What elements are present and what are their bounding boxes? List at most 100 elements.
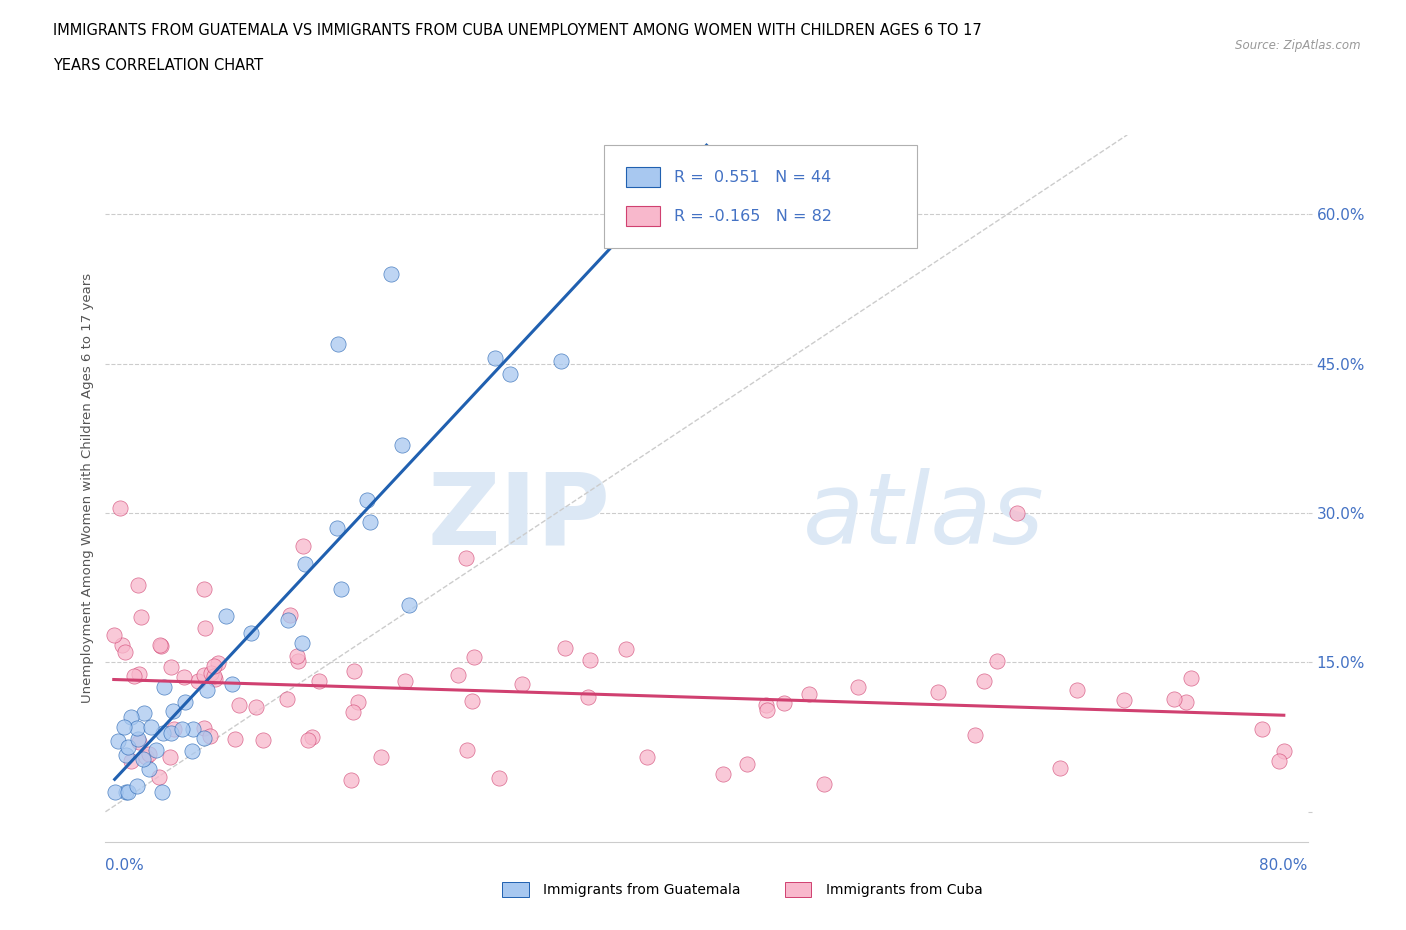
Point (963, 727, 986, 742)
Point (132, 751, 155, 766)
Point (152, 680, 174, 695)
Point (128, 667, 150, 682)
Point (104, 784, 127, 799)
Point (339, 773, 361, 788)
Point (204, 671, 226, 686)
Point (285, 648, 308, 663)
Point (755, 703, 778, 718)
Point (488, 771, 510, 786)
Point (115, 784, 138, 799)
Point (394, 673, 416, 688)
Point (127, 778, 149, 793)
Point (159, 750, 181, 764)
Point (1163, 691, 1185, 706)
Point (278, 607, 301, 622)
Text: atlas: atlas (803, 468, 1045, 565)
Point (986, 653, 1008, 668)
Text: ZIP: ZIP (427, 468, 610, 565)
Point (173, 695, 195, 710)
Point (135, 750, 157, 764)
Point (579, 652, 602, 667)
Point (1066, 683, 1088, 698)
Point (120, 753, 142, 768)
Point (326, 521, 349, 536)
Point (117, 784, 139, 799)
Point (111, 638, 134, 653)
Point (245, 699, 267, 714)
Text: YEARS CORRELATION CHART: YEARS CORRELATION CHART (53, 58, 263, 73)
Point (148, 770, 170, 785)
Point (370, 750, 392, 764)
Point (181, 722, 204, 737)
Point (193, 668, 215, 683)
Point (149, 637, 172, 652)
Point (1049, 760, 1071, 775)
Point (150, 639, 173, 654)
Point (122, 669, 145, 684)
Text: 0.0%: 0.0% (105, 858, 145, 873)
Point (484, 351, 506, 365)
Point (228, 698, 250, 712)
Point (159, 660, 181, 675)
Point (107, 734, 129, 749)
Point (846, 679, 869, 694)
Point (152, 784, 174, 799)
FancyBboxPatch shape (605, 145, 917, 248)
Point (152, 726, 174, 741)
Point (173, 670, 195, 684)
FancyBboxPatch shape (626, 206, 659, 226)
Point (297, 733, 319, 748)
Point (117, 740, 139, 755)
Point (193, 731, 215, 746)
Point (194, 620, 217, 635)
Point (139, 720, 162, 735)
Point (711, 767, 734, 782)
Point (330, 581, 353, 596)
Point (114, 720, 136, 735)
Point (138, 747, 160, 762)
Point (813, 777, 835, 791)
Point (103, 628, 125, 643)
Point (187, 673, 209, 688)
Point (328, 337, 350, 352)
Point (125, 721, 148, 736)
Point (1114, 692, 1136, 707)
Point (180, 743, 202, 758)
Point (163, 722, 186, 737)
Point (193, 581, 215, 596)
Point (115, 748, 138, 763)
Point (456, 743, 478, 758)
Point (215, 608, 238, 623)
Point (343, 663, 366, 678)
Point (252, 733, 274, 748)
Point (114, 644, 136, 659)
Point (380, 267, 402, 282)
Point (454, 551, 477, 565)
Point (277, 612, 299, 627)
Text: R = -0.165   N = 82: R = -0.165 N = 82 (673, 208, 832, 223)
Point (221, 676, 243, 691)
Point (460, 694, 482, 709)
Point (799, 686, 821, 701)
Point (737, 757, 759, 772)
Point (576, 690, 599, 705)
Point (120, 710, 142, 724)
Point (276, 691, 298, 706)
Text: Source: ZipAtlas.com: Source: ZipAtlas.com (1236, 39, 1361, 52)
Point (614, 642, 637, 657)
Point (287, 653, 309, 668)
Point (1250, 722, 1272, 737)
Point (308, 673, 330, 688)
Point (1175, 695, 1198, 710)
Point (132, 706, 155, 721)
Text: R =  0.551   N = 44: R = 0.551 N = 44 (673, 170, 831, 185)
Point (554, 641, 576, 656)
Point (347, 694, 370, 709)
Point (202, 668, 225, 683)
Point (447, 668, 470, 683)
Point (927, 684, 949, 699)
Point (773, 695, 796, 710)
Point (1268, 753, 1291, 768)
Point (291, 636, 314, 651)
Point (224, 732, 246, 747)
